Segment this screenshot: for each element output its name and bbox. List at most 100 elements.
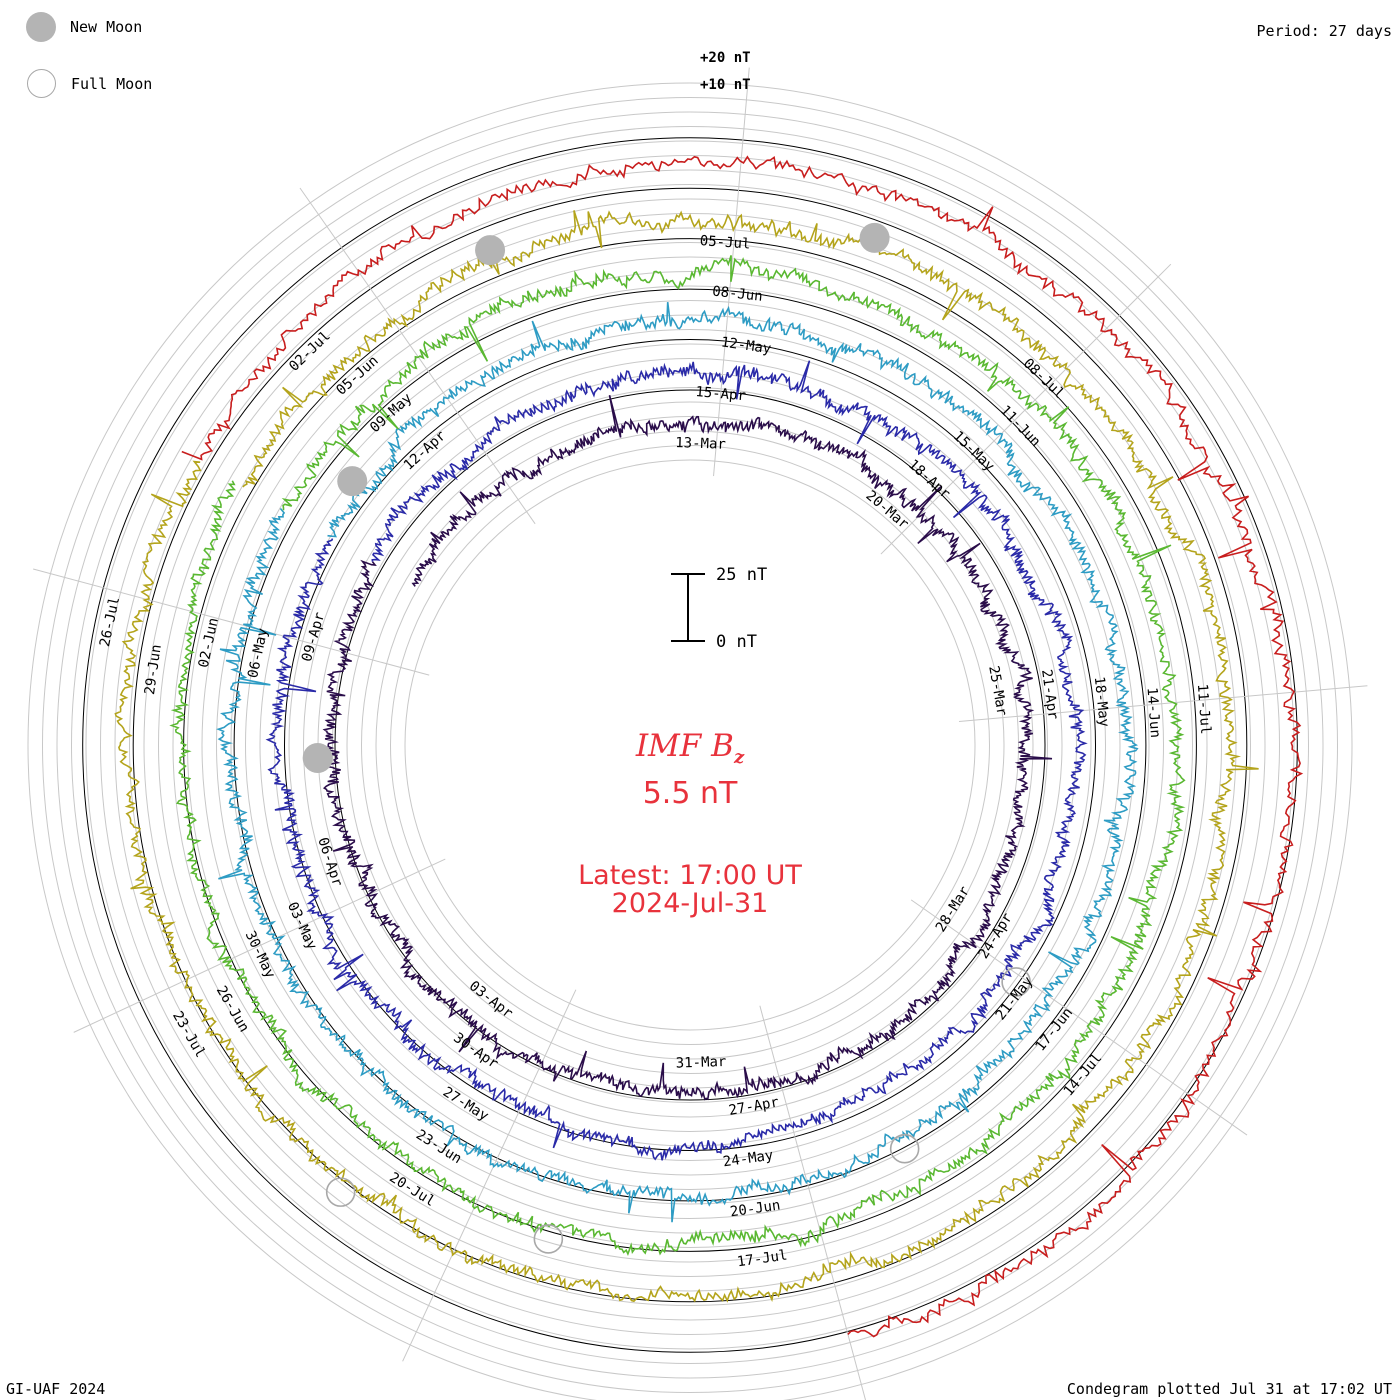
grid-ring <box>129 184 1251 1306</box>
date-label: 12-May <box>720 334 772 357</box>
grid-ring <box>114 169 1266 1321</box>
full-moon-marker <box>1001 967 1031 997</box>
date-label: 26-Jul <box>97 595 123 648</box>
latest-date: 2024-Jul-31 <box>611 888 769 919</box>
series-rotation-4 <box>169 255 1186 1256</box>
date-label: 11-Jul <box>1194 683 1213 735</box>
spoke-line <box>910 899 1248 1136</box>
spoke-line <box>880 263 1172 555</box>
spoke-line <box>402 989 577 1362</box>
moon-markers <box>302 222 1031 1254</box>
footer-credit: GI-UAF 2024 <box>6 1380 106 1398</box>
legend-full-moon: Full Moon <box>27 69 152 98</box>
scale-bar-bottom-label: 0 nT <box>716 632 757 652</box>
series-rotation-6 <box>181 155 1304 1338</box>
grid-ring <box>390 445 990 1045</box>
grid-ring <box>56 111 1324 1379</box>
date-label: 03-Apr <box>466 978 516 1022</box>
spoke-line <box>33 568 430 676</box>
current-value: 5.5 nT <box>642 776 738 811</box>
grid-ring <box>85 140 1295 1350</box>
full-moon-label: Full Moon <box>71 74 153 93</box>
reference-labels: +20 nT +10 nT <box>700 50 751 93</box>
series-rotation-5 <box>114 210 1259 1303</box>
grid-ring <box>201 256 1179 1234</box>
baseline-ring <box>132 187 1248 1303</box>
grid-ring <box>259 314 1121 1176</box>
grid-ring <box>172 227 1208 1263</box>
grid-ring <box>404 459 976 1031</box>
grid-ring <box>100 155 1280 1335</box>
data-series <box>114 155 1304 1338</box>
grid-ring <box>375 430 1005 1060</box>
spoke-line <box>73 858 446 1033</box>
grid-ring <box>288 343 1092 1147</box>
date-label: 17-Jul <box>736 1247 788 1270</box>
date-label: 15-May <box>950 428 997 475</box>
baseline-ring <box>233 288 1147 1202</box>
grid-ring <box>42 97 1338 1393</box>
full-moon-marker <box>889 1133 920 1164</box>
date-label: 18-Apr <box>905 457 953 503</box>
date-label: 23-Jul <box>169 1009 208 1061</box>
spoke-line <box>958 685 1368 722</box>
grid-ring <box>158 213 1222 1277</box>
date-label: 31-Mar <box>676 1054 727 1072</box>
grid-ring <box>27 82 1353 1400</box>
date-label: 25-Mar <box>985 665 1010 718</box>
date-label: 20-Jun <box>729 1197 781 1220</box>
new-moon-marker <box>337 466 368 497</box>
date-label: 06-May <box>245 627 271 680</box>
period-label: Period: 27 days <box>1256 22 1392 40</box>
grid-ring <box>230 285 1150 1205</box>
grid-ring <box>361 416 1019 1074</box>
series-rotation-3 <box>216 302 1139 1223</box>
grid-ring <box>187 242 1193 1248</box>
date-label: 27-May <box>440 1084 491 1124</box>
baseline-ring <box>334 389 1046 1101</box>
grid-ring <box>143 198 1237 1292</box>
date-label: 14-Jun <box>1144 687 1163 739</box>
legend-new-moon: New Moon <box>26 12 142 42</box>
chart-title-main: IMF B <box>635 728 734 764</box>
scale-bar-top-label: 25 nT <box>716 565 767 585</box>
new-moon-icon <box>26 12 56 42</box>
scale-bar: 25 nT 0 nT <box>671 565 767 652</box>
spoke-line <box>299 187 536 525</box>
date-label: 11-Jun <box>997 403 1044 450</box>
date-label: 08-Jun <box>711 284 763 305</box>
ref-label-10: +10 nT <box>700 77 751 93</box>
date-label: 23-Jun <box>413 1127 464 1167</box>
date-label: 18-May <box>1091 676 1112 728</box>
ref-label-20: +20 nT <box>700 50 751 66</box>
baseline-ring <box>183 238 1197 1252</box>
grid-ring <box>346 401 1034 1089</box>
date-label: 13-Mar <box>675 435 726 453</box>
grid-ring <box>71 126 1309 1364</box>
date-label: 02-Jul <box>286 328 333 375</box>
full-moon-marker <box>533 1224 564 1254</box>
latest-time: Latest: 17:00 UT <box>578 860 802 891</box>
baseline-ring <box>284 339 1096 1151</box>
new-moon-marker <box>859 222 890 253</box>
full-moon-icon <box>27 69 56 98</box>
date-label: 27-Apr <box>728 1094 781 1119</box>
grid-ring <box>216 271 1164 1219</box>
new-moon-marker <box>302 743 333 774</box>
date-label: 15-Apr <box>695 384 747 404</box>
date-label: 12-Apr <box>401 428 449 474</box>
footer-plotted: Condegram plotted Jul 31 at 17:02 UT <box>1066 1380 1392 1398</box>
ring-grid <box>27 82 1353 1400</box>
grid-ring <box>332 387 1048 1103</box>
date-label: 05-Jul <box>699 233 751 252</box>
new-moon-label: New Moon <box>70 18 143 36</box>
date-label: 08-Jul <box>1020 356 1067 403</box>
new-moon-marker <box>475 235 506 266</box>
date-label: 09-May <box>367 390 415 436</box>
chart-title-sub: z <box>733 747 745 769</box>
date-label: 24-May <box>722 1147 774 1170</box>
chart-title: IMF Bz <box>0 728 1380 768</box>
grid-ring <box>303 358 1077 1132</box>
date-label: 29-Jun <box>142 643 165 695</box>
